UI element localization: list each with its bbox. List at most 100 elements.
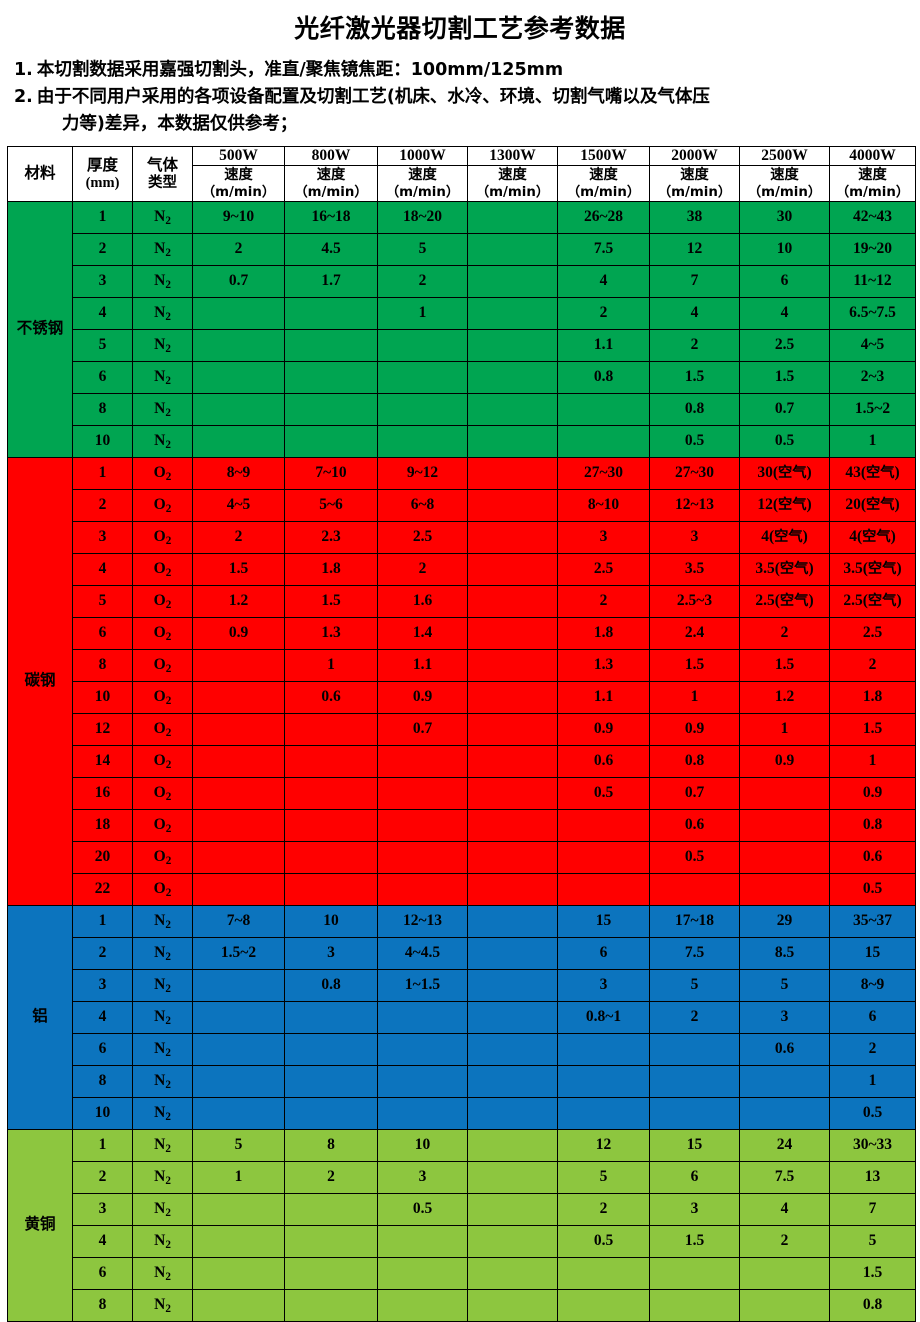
speed-cell-4000w: 0.9 — [829, 776, 916, 810]
speed-cell-800w — [284, 1256, 378, 1290]
header-speed-1500w: 速度 （m/min） — [557, 164, 650, 202]
speed-cell-1500w: 2.5 — [557, 552, 650, 586]
speed-cell-2000w: 0.8 — [649, 744, 740, 778]
speed-cell-4000w: 1.5~2 — [829, 392, 916, 426]
thickness-cell: 1 — [72, 456, 133, 490]
speed-cell-500w — [192, 1000, 285, 1034]
speed-cell-2000w — [649, 1288, 740, 1322]
thickness-cell: 10 — [72, 680, 133, 714]
speed-cell-500w: 5 — [192, 1128, 285, 1162]
speed-cell-500w — [192, 1032, 285, 1066]
speed-cell-2500w: 1.5 — [739, 360, 830, 394]
speed-cell-1300w — [467, 968, 558, 1002]
speed-cell-800w: 2 — [284, 1160, 378, 1194]
speed-cell-2000w — [649, 1064, 740, 1098]
speed-cell-500w — [192, 840, 285, 874]
speed-cell-1300w — [467, 392, 558, 426]
speed-cell-800w: 2.3 — [284, 520, 378, 554]
speed-cell-2000w: 1.5 — [649, 360, 740, 394]
speed-cell-2500w: 2 — [739, 616, 830, 650]
speed-cell-2000w: 0.9 — [649, 712, 740, 746]
header-gas: 气体 类型 — [132, 146, 193, 202]
speed-cell-1300w — [467, 1160, 558, 1194]
table-row: 18 O2 0.6 0.8 — [8, 808, 916, 842]
speed-cell-4000w: 0.5 — [829, 1096, 916, 1130]
speed-cell-1000w — [377, 328, 468, 362]
gas-type-cell: O2 — [132, 808, 193, 842]
speed-cell-1000w: 1~1.5 — [377, 968, 468, 1002]
speed-cell-2000w: 7 — [649, 264, 740, 298]
gas-type-cell: N2 — [132, 264, 193, 298]
speed-cell-1000w — [377, 1224, 468, 1258]
speed-cell-500w: 4~5 — [192, 488, 285, 522]
speed-cell-4000w: 2 — [829, 1032, 916, 1066]
thickness-cell: 4 — [72, 1224, 133, 1258]
speed-cell-500w — [192, 680, 285, 714]
gas-type-cell: O2 — [132, 488, 193, 522]
table-row: 铝 1 N2 7~8 10 12~13 15 17~18 29 35~37 — [7, 904, 916, 1130]
speed-cell-1000w: 1.1 — [377, 648, 468, 682]
speed-cell-2500w — [739, 1064, 830, 1098]
speed-cell-1300w — [467, 616, 558, 650]
speed-cell-1000w: 12~13 — [377, 904, 468, 938]
speed-cell-500w — [192, 712, 285, 746]
gas-type-cell: N2 — [132, 936, 193, 970]
speed-cell-500w — [192, 1192, 285, 1226]
table-row: 3 N2 0.7 1.7 2 4 7 6 11~12 — [8, 264, 916, 298]
speed-cell-1000w: 2.5 — [377, 520, 468, 554]
thickness-cell: 18 — [72, 808, 133, 842]
speed-cell-1500w — [557, 808, 650, 842]
table-row: 2 N2 1.5~2 3 4~4.5 6 7.5 8.5 15 — [8, 936, 916, 970]
table-row: 3 O2 2 2.3 2.5 3 3 4(空气) 4(空气) — [8, 520, 916, 554]
speed-cell-800w — [284, 744, 378, 778]
speed-cell-500w — [192, 1288, 285, 1322]
speed-cell-800w: 5~6 — [284, 488, 378, 522]
table-row: 4 O2 1.5 1.8 2 2.5 3.5 3.5(空气) 3.5(空气) — [8, 552, 916, 586]
speed-cell-1300w — [467, 840, 558, 874]
thickness-cell: 6 — [72, 360, 133, 394]
speed-cell-800w: 16~18 — [284, 200, 378, 234]
speed-cell-1500w: 1.8 — [557, 616, 650, 650]
header-material: 材料 — [7, 146, 73, 202]
speed-cell-800w — [284, 1032, 378, 1066]
speed-cell-4000w: 6 — [829, 1000, 916, 1034]
speed-cell-800w: 1.5 — [284, 584, 378, 618]
speed-cell-1500w: 6 — [557, 936, 650, 970]
note-text: 本切割数据采用嘉强切割头，准直/聚焦镜焦距：100mm/125mm — [36, 60, 564, 80]
header-thickness-label: 厚度 — [86, 156, 118, 175]
thickness-cell: 3 — [72, 1192, 133, 1226]
speed-cell-2500w: 1.5 — [739, 648, 830, 682]
gas-type-cell: N2 — [132, 328, 193, 362]
speed-cell-2500w: 3.5(空气) — [739, 552, 830, 586]
gas-type-cell: O2 — [132, 552, 193, 586]
speed-cell-4000w: 6.5~7.5 — [829, 296, 916, 330]
speed-cell-800w — [284, 776, 378, 810]
page-title: 光纤激光器切割工艺参考数据 — [294, 14, 626, 43]
header-thickness: 厚度 (mm) — [72, 146, 133, 202]
material-cell: 碳钢 — [7, 456, 73, 906]
speed-cell-1000w: 0.5 — [377, 1192, 468, 1226]
speed-cell-800w: 1 — [284, 648, 378, 682]
speed-cell-2000w: 1 — [649, 680, 740, 714]
speed-cell-2500w: 30(空气) — [739, 456, 830, 490]
speed-cell-4000w: 8~9 — [829, 968, 916, 1002]
speed-cell-4000w: 4(空气) — [829, 520, 916, 554]
speed-cell-500w — [192, 424, 285, 458]
speed-cell-2500w: 24 — [739, 1128, 830, 1162]
table-row: 4 N2 0.5 1.5 2 5 — [8, 1224, 916, 1258]
header-speed-800w: 速度 （m/min） — [284, 164, 378, 202]
speed-cell-1000w: 9~12 — [377, 456, 468, 490]
speed-cell-2500w: 0.7 — [739, 392, 830, 426]
speed-cell-1300w — [467, 936, 558, 970]
gas-type-cell: N2 — [132, 392, 193, 426]
speed-cell-2500w: 4 — [739, 1192, 830, 1226]
note-continuation: 力等)差异，本数据仅供参考； — [61, 114, 298, 135]
gas-type-cell: N2 — [132, 904, 193, 938]
speed-cell-2000w: 2 — [649, 1000, 740, 1034]
header-row-power: 材料 厚度 (mm) 气体 类型 500W 800W 1000W 1300W 1… — [7, 146, 916, 202]
thickness-cell: 14 — [72, 744, 133, 778]
speed-cell-2000w — [649, 1032, 740, 1066]
speed-cell-1300w — [467, 1224, 558, 1258]
speed-cell-2500w: 4 — [739, 296, 830, 330]
gas-type-cell: O2 — [132, 840, 193, 874]
